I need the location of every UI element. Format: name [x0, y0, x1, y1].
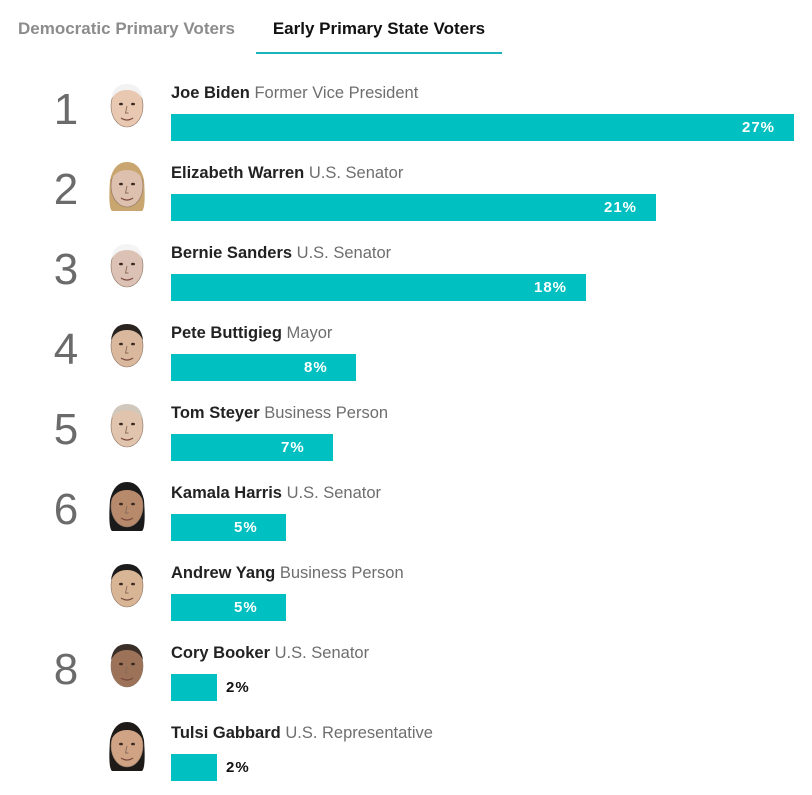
candidate-label: Joe Biden Former Vice President: [171, 83, 418, 103]
data-label: 21%: [604, 199, 638, 216]
candidate-row: 2 Elizabeth Warren U.S. Senator 21%: [0, 152, 812, 232]
bar: [171, 434, 333, 461]
bar: [171, 354, 356, 381]
tab-democratic-primary-voters[interactable]: Democratic Primary Voters: [18, 19, 236, 38]
data-label: 8%: [304, 359, 328, 376]
candidate-name: Tom Steyer: [171, 404, 260, 422]
candidate-row: 1 Joe Biden Former Vice President 27%: [0, 72, 812, 152]
candidate-role: U.S. Senator: [296, 244, 392, 262]
portrait-svg: [110, 404, 144, 448]
candidate-name: Tulsi Gabbard: [171, 724, 281, 742]
data-label: 18%: [534, 279, 568, 296]
data-label: 27%: [742, 119, 776, 136]
candidate-row: 5 Tom Steyer Business Person 7%: [0, 392, 812, 472]
bar: [171, 594, 286, 621]
candidate-label: Cory Booker U.S. Senator: [171, 643, 369, 663]
candidate-row: Andrew Yang Business Person 5%: [0, 552, 812, 632]
candidate-label: Kamala Harris U.S. Senator: [171, 483, 381, 503]
rank-number: 2: [53, 165, 79, 214]
tab-bar: Democratic Primary Voters Early Primary …: [0, 0, 812, 54]
portrait-svg: [109, 162, 145, 211]
tulsi-gabbard-portrait-icon: [102, 718, 152, 772]
candidate-row: 3 Bernie Sanders U.S. Senator 18%: [0, 232, 812, 312]
data-label: 2%: [226, 759, 250, 776]
candidate-label: Andrew Yang Business Person: [171, 563, 404, 583]
bar: [171, 674, 217, 701]
bar: [171, 754, 217, 781]
candidate-row: 4 Pete Buttigieg Mayor 8%: [0, 312, 812, 392]
rank-number: 4: [53, 325, 79, 374]
joe-biden-portrait-icon: [102, 78, 152, 132]
rank-number: 6: [53, 485, 79, 534]
candidate-role: Former Vice President: [254, 84, 419, 102]
portrait-svg: [110, 324, 144, 368]
candidate-role: Business Person: [279, 564, 404, 582]
candidate-role: U.S. Representative: [285, 724, 433, 742]
bar: [171, 514, 286, 541]
candidate-role: U.S. Senator: [286, 484, 382, 502]
candidate-name: Cory Booker: [171, 644, 271, 662]
pete-buttigieg-portrait-icon: [102, 318, 152, 372]
candidate-label: Tom Steyer Business Person: [171, 403, 388, 423]
candidate-name: Joe Biden: [171, 84, 250, 102]
candidate-bar-chart: 1 Joe Biden Former Vice President 27% 2 Eliz…: [0, 72, 812, 792]
bernie-sanders-portrait-icon: [102, 238, 152, 292]
candidate-row: Tulsi Gabbard U.S. Representative 2%: [0, 712, 812, 792]
candidate-label: Elizabeth Warren U.S. Senator: [171, 163, 403, 183]
tom-steyer-portrait-icon: [102, 398, 152, 452]
portrait-svg: [109, 722, 145, 771]
data-label: 5%: [234, 599, 258, 616]
candidate-role: Business Person: [264, 404, 389, 422]
rank-number: 1: [53, 85, 79, 134]
andrew-yang-portrait-icon: [102, 558, 152, 612]
candidate-role: U.S. Senator: [308, 164, 404, 182]
bar: [171, 194, 656, 221]
rank-number: 3: [53, 245, 79, 294]
bar: [171, 274, 586, 301]
data-label: 5%: [234, 519, 258, 536]
candidate-row: 8 Cory Booker U.S. Senator 2%: [0, 632, 812, 712]
candidate-label: Pete Buttigieg Mayor: [171, 323, 332, 343]
data-label: 2%: [226, 679, 250, 696]
candidate-name: Bernie Sanders: [171, 244, 293, 262]
candidate-name: Kamala Harris: [171, 484, 282, 502]
rank-number: 8: [53, 645, 79, 694]
portrait-svg: [110, 564, 144, 608]
candidate-role: Mayor: [286, 324, 333, 342]
candidate-label: Tulsi Gabbard U.S. Representative: [171, 723, 433, 743]
tab-early-primary-state-voters[interactable]: Early Primary State Voters: [256, 0, 502, 54]
candidate-name: Andrew Yang: [171, 564, 276, 582]
elizabeth-warren-portrait-icon: [102, 158, 152, 212]
kamala-harris-portrait-icon: [102, 478, 152, 532]
candidate-row: 6 Kamala Harris U.S. Senator 5%: [0, 472, 812, 552]
portrait-svg: [110, 644, 144, 688]
candidate-role: U.S. Senator: [274, 644, 370, 662]
candidate-name: Pete Buttigieg: [171, 324, 282, 342]
portrait-svg: [109, 482, 145, 531]
data-label: 7%: [281, 439, 305, 456]
portrait-svg: [110, 84, 144, 128]
bar: [171, 114, 794, 141]
candidate-name: Elizabeth Warren: [171, 164, 305, 182]
portrait-svg: [110, 244, 144, 288]
cory-booker-portrait-icon: [102, 638, 152, 692]
candidate-label: Bernie Sanders U.S. Senator: [171, 243, 391, 263]
rank-number: 5: [53, 405, 79, 454]
